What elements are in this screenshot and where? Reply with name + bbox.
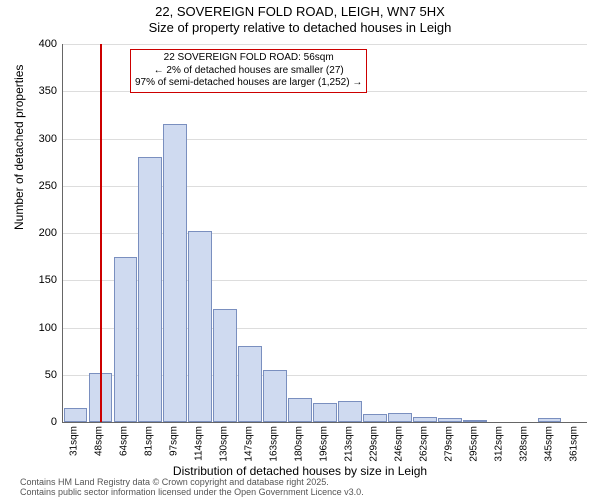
histogram-bar bbox=[413, 417, 437, 422]
xtick-label: 295sqm bbox=[468, 426, 479, 462]
histogram-bar bbox=[238, 346, 262, 422]
xtick-label: 81sqm bbox=[144, 426, 155, 456]
annotation-line: 22 SOVEREIGN FOLD ROAD: 56sqm bbox=[135, 52, 362, 65]
chart-title-line2: Size of property relative to detached ho… bbox=[0, 20, 600, 35]
xtick-label: 312sqm bbox=[493, 426, 504, 462]
histogram-bar bbox=[114, 257, 138, 422]
xtick-label: 279sqm bbox=[443, 426, 454, 462]
histogram-bar bbox=[338, 401, 362, 422]
histogram-bar bbox=[463, 420, 487, 422]
chart-container: 22, SOVEREIGN FOLD ROAD, LEIGH, WN7 5HX … bbox=[0, 0, 600, 500]
histogram-bar bbox=[313, 403, 337, 422]
xtick-label: 114sqm bbox=[194, 426, 205, 461]
histogram-bar bbox=[64, 408, 88, 422]
ytick-label: 250 bbox=[17, 180, 57, 192]
reference-line bbox=[100, 44, 102, 422]
chart-title-line1: 22, SOVEREIGN FOLD ROAD, LEIGH, WN7 5HX bbox=[0, 4, 600, 19]
ytick-label: 150 bbox=[17, 274, 57, 286]
annotation-line: ← 2% of detached houses are smaller (27) bbox=[135, 65, 362, 78]
xtick-label: 262sqm bbox=[418, 426, 429, 462]
xtick-label: 246sqm bbox=[393, 426, 404, 462]
footnote: Contains HM Land Registry data © Crown c… bbox=[20, 478, 364, 498]
histogram-bar bbox=[363, 414, 387, 422]
xtick-label: 48sqm bbox=[94, 426, 105, 456]
histogram-bar bbox=[138, 157, 162, 422]
xtick-label: 328sqm bbox=[518, 426, 529, 462]
xtick-label: 345sqm bbox=[543, 426, 554, 462]
xtick-label: 163sqm bbox=[269, 426, 280, 462]
gridline bbox=[63, 44, 587, 45]
ytick-label: 100 bbox=[17, 322, 57, 334]
plot-area bbox=[62, 44, 587, 423]
xtick-label: 31sqm bbox=[69, 426, 80, 456]
histogram-bar bbox=[213, 309, 237, 422]
histogram-bar bbox=[188, 231, 212, 422]
histogram-bar bbox=[438, 418, 462, 422]
x-axis-label: Distribution of detached houses by size … bbox=[0, 464, 600, 478]
ytick-label: 300 bbox=[17, 133, 57, 145]
xtick-label: 130sqm bbox=[219, 426, 230, 462]
ytick-label: 200 bbox=[17, 227, 57, 239]
xtick-label: 361sqm bbox=[568, 426, 579, 462]
ytick-label: 50 bbox=[17, 369, 57, 381]
xtick-label: 229sqm bbox=[368, 426, 379, 462]
footnote-line-2: Contains public sector information licen… bbox=[20, 488, 364, 498]
histogram-bar bbox=[538, 418, 562, 422]
annotation-box: 22 SOVEREIGN FOLD ROAD: 56sqm← 2% of det… bbox=[130, 49, 367, 93]
histogram-bar bbox=[163, 124, 187, 422]
histogram-bar bbox=[263, 370, 287, 422]
xtick-label: 97sqm bbox=[169, 426, 180, 456]
xtick-label: 213sqm bbox=[343, 426, 354, 462]
annotation-line: 97% of semi-detached houses are larger (… bbox=[135, 77, 362, 90]
histogram-bar bbox=[288, 398, 312, 422]
xtick-label: 147sqm bbox=[244, 426, 255, 462]
gridline bbox=[63, 139, 587, 140]
histogram-bar bbox=[388, 413, 412, 422]
xtick-label: 180sqm bbox=[294, 426, 305, 462]
xtick-label: 196sqm bbox=[319, 426, 330, 462]
ytick-label: 0 bbox=[17, 416, 57, 428]
ytick-label: 350 bbox=[17, 85, 57, 97]
xtick-label: 64sqm bbox=[119, 426, 130, 456]
ytick-label: 400 bbox=[17, 38, 57, 50]
